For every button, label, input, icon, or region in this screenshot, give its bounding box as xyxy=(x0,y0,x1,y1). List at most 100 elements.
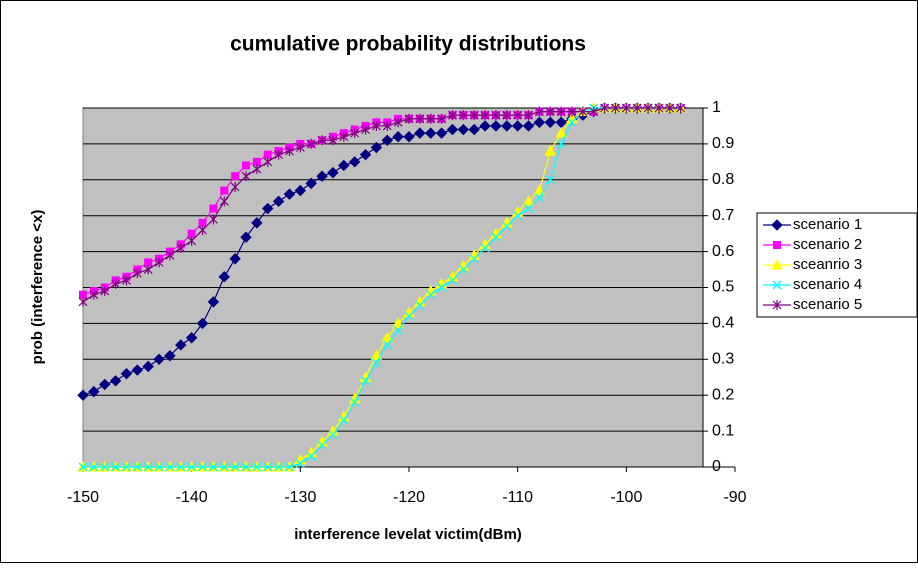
marker xyxy=(479,120,491,132)
marker xyxy=(316,170,328,182)
marker xyxy=(229,253,241,265)
marker xyxy=(491,110,501,121)
marker xyxy=(458,110,468,121)
marker xyxy=(522,120,535,132)
x-tick-label: -150 xyxy=(67,489,99,506)
marker xyxy=(122,462,131,472)
y-tick-label: 0.7 xyxy=(712,207,734,224)
legend-marker xyxy=(772,300,782,310)
marker xyxy=(533,184,546,196)
legend-label: scenario 5 xyxy=(793,296,862,313)
marker xyxy=(415,300,425,310)
marker xyxy=(89,289,99,300)
marker xyxy=(522,195,535,206)
x-tick-label: -90 xyxy=(723,489,746,506)
marker xyxy=(513,211,523,221)
marker xyxy=(198,462,207,472)
marker xyxy=(242,161,250,170)
marker xyxy=(208,214,218,225)
x-tick-label: -100 xyxy=(610,489,642,506)
marker xyxy=(230,462,240,472)
marker xyxy=(533,116,546,129)
marker xyxy=(545,175,555,185)
marker xyxy=(544,116,556,129)
marker xyxy=(446,123,459,136)
legend-marker xyxy=(771,258,783,270)
marker xyxy=(99,378,111,391)
marker xyxy=(381,331,394,343)
marker xyxy=(457,123,470,136)
marker xyxy=(196,317,209,330)
marker xyxy=(643,103,653,113)
marker xyxy=(544,145,557,156)
marker xyxy=(458,265,468,275)
marker xyxy=(511,120,524,132)
marker xyxy=(317,135,327,146)
marker xyxy=(415,113,425,124)
marker xyxy=(218,271,230,283)
marker xyxy=(382,340,392,350)
legend-marker xyxy=(771,219,783,231)
marker xyxy=(382,120,392,131)
marker xyxy=(109,375,122,387)
marker xyxy=(77,389,89,401)
marker xyxy=(555,127,567,138)
y-tick-label: 0.4 xyxy=(712,315,734,332)
marker xyxy=(480,243,490,253)
marker xyxy=(185,332,198,344)
y-tick-label: 0.5 xyxy=(712,279,734,296)
marker xyxy=(327,166,339,179)
marker xyxy=(339,131,349,142)
y-tick-label: 0.6 xyxy=(712,243,734,260)
marker xyxy=(338,159,350,172)
marker xyxy=(274,462,284,472)
marker xyxy=(231,172,240,181)
marker xyxy=(426,113,436,124)
marker xyxy=(448,275,457,285)
marker xyxy=(534,193,544,203)
marker xyxy=(111,278,121,289)
marker xyxy=(392,317,404,328)
marker xyxy=(567,106,577,117)
marker xyxy=(437,283,447,292)
marker xyxy=(393,326,403,336)
marker xyxy=(621,103,631,113)
marker xyxy=(263,462,273,472)
marker xyxy=(251,217,263,229)
marker xyxy=(187,462,197,472)
marker xyxy=(513,110,523,121)
marker xyxy=(285,462,294,472)
marker xyxy=(198,225,207,236)
marker xyxy=(654,103,664,113)
marker xyxy=(165,250,175,261)
marker xyxy=(534,106,544,117)
marker xyxy=(306,138,316,149)
marker xyxy=(632,103,642,113)
marker xyxy=(665,103,675,113)
x-tick-label: -140 xyxy=(176,489,208,506)
marker xyxy=(393,117,403,128)
marker xyxy=(600,103,610,113)
marker xyxy=(305,177,317,190)
marker xyxy=(350,128,360,139)
marker xyxy=(306,451,316,461)
marker xyxy=(348,156,361,168)
marker xyxy=(502,222,512,231)
marker xyxy=(262,202,274,215)
marker xyxy=(283,188,296,200)
legend-label: sceanrio 3 xyxy=(793,256,862,273)
marker xyxy=(220,186,229,195)
marker xyxy=(241,171,251,182)
marker xyxy=(294,184,307,197)
y-tick-label: 0.9 xyxy=(712,135,734,152)
marker xyxy=(122,275,131,286)
marker xyxy=(414,127,426,139)
marker xyxy=(490,120,502,132)
marker xyxy=(295,142,305,153)
marker xyxy=(589,106,599,117)
marker xyxy=(426,290,436,300)
marker xyxy=(480,110,490,121)
legend-label: scenario 2 xyxy=(793,236,862,253)
y-axis-label: prob (interference <x) xyxy=(29,210,46,365)
x-tick-label: -120 xyxy=(393,489,425,506)
